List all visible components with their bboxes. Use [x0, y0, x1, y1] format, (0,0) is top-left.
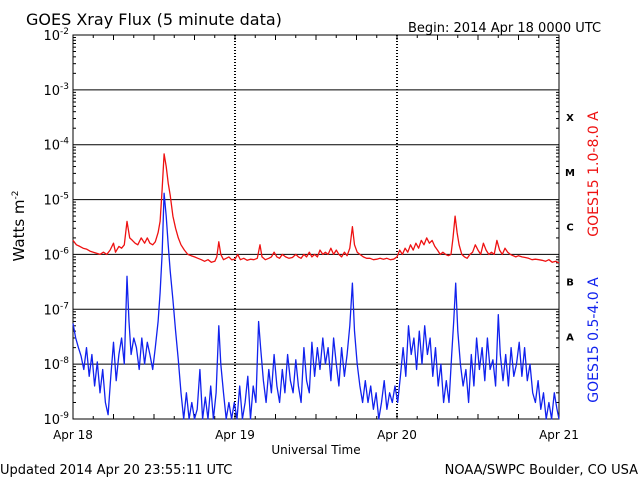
legend-entry: GOES15 1.0-8.0 A	[586, 111, 602, 237]
x-tick-label: Apr 20	[377, 428, 417, 442]
y-tick-label: 10-7	[43, 301, 69, 318]
chart-title: GOES Xray Flux (5 minute data)	[26, 10, 282, 29]
flare-class-label: X	[566, 113, 574, 124]
y-tick-label: 10-4	[43, 137, 69, 154]
series-line-long-wave	[72, 153, 560, 264]
y-tick-label: 10-6	[43, 246, 69, 263]
series-line-short-wave	[72, 192, 560, 420]
flare-class-label: M	[565, 168, 575, 179]
begin-time-label: Begin: 2014 Apr 18 0000 UTC	[408, 21, 601, 36]
flare-class-label: B	[566, 278, 574, 289]
y-tick-label: 10-8	[43, 356, 69, 373]
y-tick-label: 10-9	[43, 411, 69, 428]
x-tick-label: Apr 19	[215, 428, 255, 442]
plot-area: 10-9 10-8 10-7 10-6 10-5 10-4 10-3 10-2 Apr 18 Ap…	[43, 27, 602, 442]
updated-label: Updated 2014 Apr 20 23:55:11 UTC	[0, 463, 232, 478]
y-axis-label: Watts m-2	[10, 190, 28, 261]
y-tick-label: 10-2	[43, 27, 69, 44]
x-tick-label: Apr 21	[539, 428, 579, 442]
x-tick-label: Apr 18	[53, 428, 93, 442]
legend-entry: GOES15 0.5-4.0 A	[586, 277, 602, 403]
y-tick-label: 10-5	[43, 192, 69, 209]
y-tick-label: 10-3	[43, 82, 69, 99]
credit-label: NOAA/SWPC Boulder, CO USA	[445, 463, 638, 478]
flare-class-label: A	[566, 332, 574, 343]
x-axis-label: Universal Time	[271, 443, 360, 457]
flare-class-label: C	[566, 223, 573, 234]
